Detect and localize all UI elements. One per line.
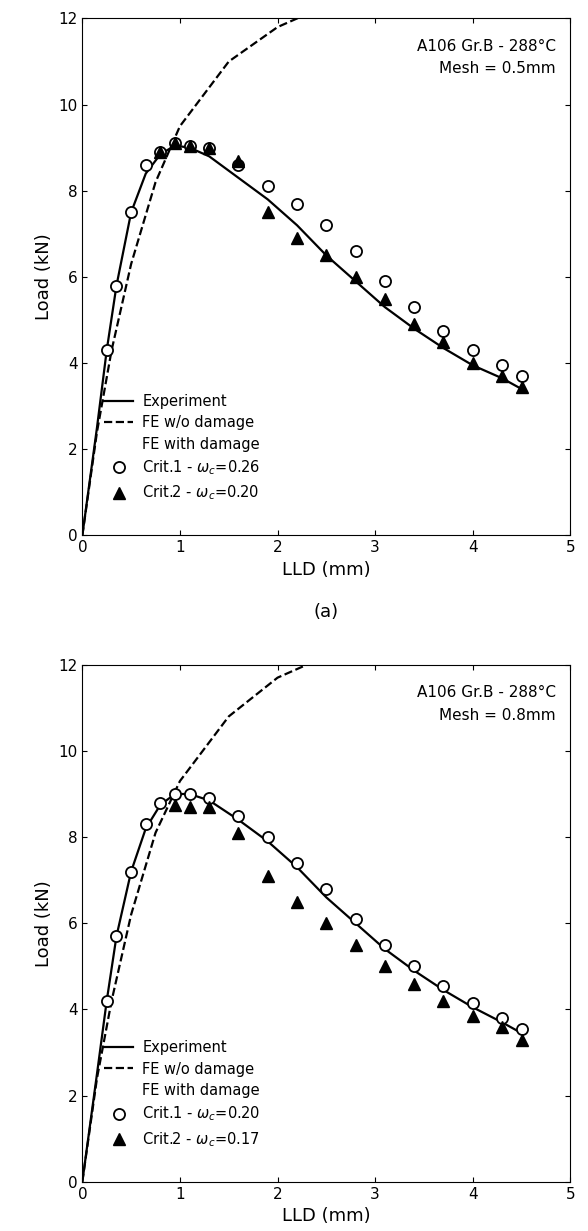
Y-axis label: Load (kN): Load (kN) bbox=[35, 234, 53, 320]
Text: A106 Gr.B - 288°C
Mesh = 0.5mm: A106 Gr.B - 288°C Mesh = 0.5mm bbox=[417, 39, 556, 76]
Text: (a): (a) bbox=[314, 603, 339, 620]
Legend: Experiment, FE w/o damage, FE with damage, Crit.1 - $\omega_c$=0.20, Crit.2 - $\: Experiment, FE w/o damage, FE with damag… bbox=[104, 1040, 260, 1149]
Text: A106 Gr.B - 288°C
Mesh = 0.8mm: A106 Gr.B - 288°C Mesh = 0.8mm bbox=[417, 686, 556, 723]
Legend: Experiment, FE w/o damage, FE with damage, Crit.1 - $\omega_c$=0.26, Crit.2 - $\: Experiment, FE w/o damage, FE with damag… bbox=[104, 394, 260, 502]
X-axis label: LLD (mm): LLD (mm) bbox=[282, 1208, 370, 1225]
Y-axis label: Load (kN): Load (kN) bbox=[35, 880, 53, 966]
X-axis label: LLD (mm): LLD (mm) bbox=[282, 561, 370, 579]
